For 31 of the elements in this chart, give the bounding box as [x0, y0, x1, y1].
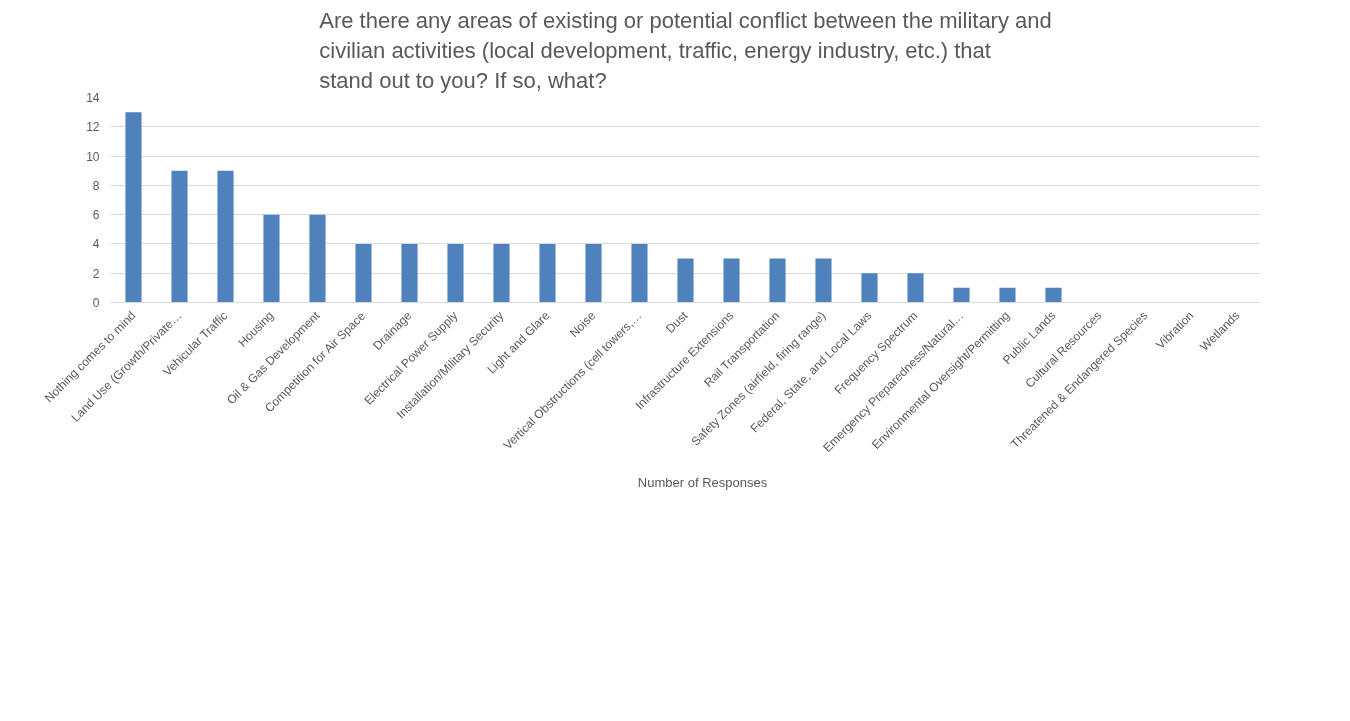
bar [861, 273, 878, 303]
chart-title: Are there any areas of existing or potential conflict between the military and civilian activities (local development, traffic, energy industry, etc.) that stand out to you? If so, what? [319, 7, 1052, 93]
y-tick-label: 14 [86, 91, 100, 105]
y-tick-label: 8 [92, 178, 100, 193]
y-tick-label: 2 [92, 266, 100, 281]
bar [769, 258, 786, 303]
bar [263, 214, 280, 303]
bar [125, 112, 142, 303]
bar [585, 243, 602, 303]
bar [355, 243, 372, 303]
bar [309, 214, 326, 303]
bar [815, 258, 832, 303]
text: Number of Responses [637, 474, 768, 490]
bar [217, 170, 234, 303]
y-tick-label: 12 [86, 120, 100, 135]
bar [1045, 287, 1062, 303]
bar [171, 170, 188, 303]
bar [539, 243, 556, 303]
y-tick-label: 4 [92, 237, 100, 252]
bar [447, 243, 464, 303]
bar [953, 287, 970, 303]
bar [401, 243, 418, 303]
bar [907, 273, 924, 303]
y-tick-label: 0 [92, 296, 100, 310]
bar [493, 243, 510, 303]
bar [631, 243, 648, 303]
bar [723, 258, 740, 303]
bar [999, 287, 1016, 303]
y-tick-label: 6 [92, 208, 100, 223]
y-tick-label: 10 [86, 149, 100, 164]
bar [677, 258, 694, 303]
